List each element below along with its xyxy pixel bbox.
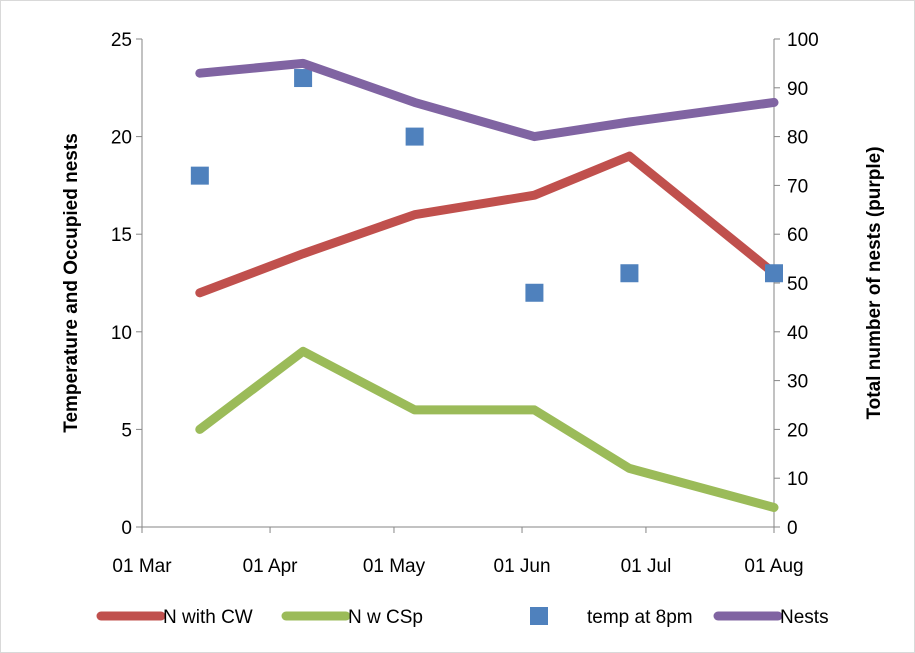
legend-label-nests: Nests bbox=[780, 607, 829, 628]
y-right-tick-label: 50 bbox=[787, 274, 808, 295]
y-right-tick-label: 90 bbox=[787, 79, 808, 100]
y-right-tick-label: 100 bbox=[787, 30, 819, 51]
y-left-tick-label: 0 bbox=[121, 518, 132, 539]
y-right-tick-label: 70 bbox=[787, 176, 808, 197]
x-tick-label: 01 Jun bbox=[494, 556, 551, 577]
y-axis-left-title: Temperature and Occupied nests bbox=[61, 133, 82, 433]
series-layer bbox=[190, 58, 783, 512]
y-left-tick-label: 5 bbox=[121, 420, 132, 441]
legend-label-n-with-cw: N with CW bbox=[163, 607, 253, 628]
y-right-tick-label: 10 bbox=[787, 469, 808, 490]
y-right-tick-label: 60 bbox=[787, 225, 808, 246]
series-line-n-w-csp bbox=[195, 346, 779, 512]
legend-label-n-w-csp: N w CSp bbox=[348, 607, 423, 628]
x-tick-label: 01 Jul bbox=[621, 556, 672, 577]
x-tick-label: 01 Aug bbox=[744, 556, 803, 577]
axes: 0 5 10 15 20 25 0 10 20 30 40 50 60 70 80 90 100 01 Mar 01… bbox=[61, 30, 885, 577]
y-axis-right-title: Total number of nests (purple) bbox=[864, 146, 885, 419]
y-left-tick-label: 25 bbox=[111, 30, 132, 51]
series-line-n-with-cw bbox=[195, 151, 779, 298]
series-line-nests bbox=[195, 58, 779, 142]
y-right-tick-label: 80 bbox=[787, 128, 808, 149]
x-tick-label: 01 May bbox=[363, 556, 426, 577]
legend-swatch-temp-at-8pm bbox=[530, 607, 548, 625]
y-left-tick-label: 10 bbox=[111, 323, 132, 344]
legend-label-temp-at-8pm: temp at 8pm bbox=[587, 607, 693, 628]
marker-temp-at-8pm bbox=[620, 264, 639, 283]
x-tick-label: 01 Apr bbox=[243, 556, 299, 577]
marker-temp-at-8pm bbox=[765, 264, 783, 283]
marker-temp-at-8pm bbox=[294, 69, 313, 88]
y-left-tick-label: 15 bbox=[111, 225, 132, 246]
legend: N with CW N w CSp temp at 8pm Nests bbox=[96, 607, 829, 628]
y-right-tick-label: 30 bbox=[787, 372, 808, 393]
y-right-tick-label: 40 bbox=[787, 323, 808, 344]
marker-temp-at-8pm bbox=[190, 166, 209, 185]
y-left-tick-label: 20 bbox=[111, 128, 132, 149]
y-right-tick-label: 20 bbox=[787, 420, 808, 441]
marker-temp-at-8pm bbox=[525, 283, 544, 302]
y-right-tick-label: 0 bbox=[787, 518, 798, 539]
x-tick-label: 01 Mar bbox=[112, 556, 172, 577]
marker-temp-at-8pm bbox=[405, 127, 424, 146]
